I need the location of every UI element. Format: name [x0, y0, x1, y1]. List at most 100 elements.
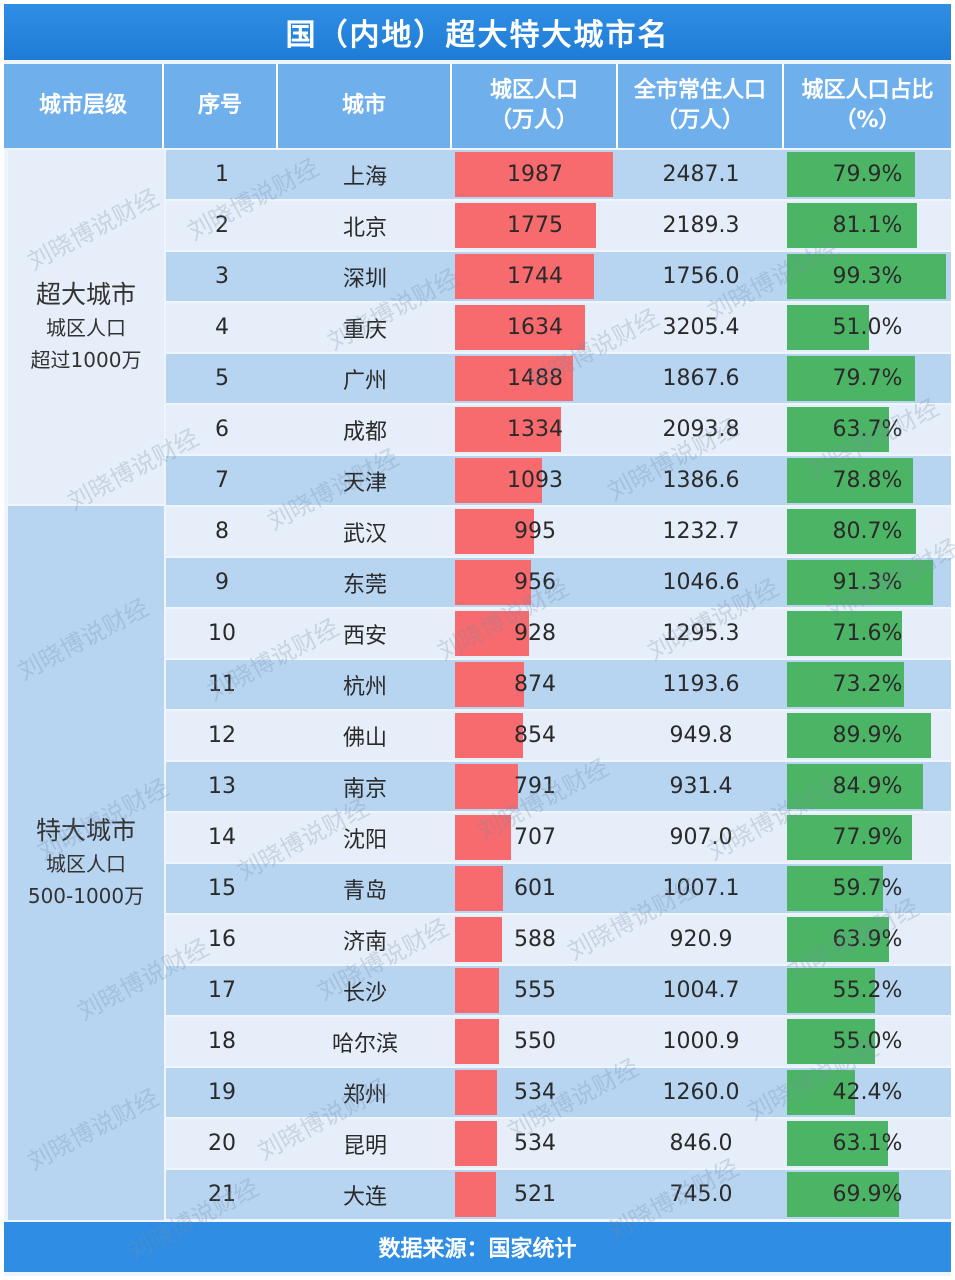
urban-pop-cell-value: 555	[514, 978, 556, 1003]
urban-pop-bar	[455, 1070, 497, 1115]
urban-pop-bar	[455, 713, 523, 758]
urban-pop-cell: 1987	[452, 150, 618, 199]
urban-pop-cell-value: 588	[514, 927, 556, 952]
urban-pop-bar	[455, 764, 518, 809]
urban-pop-bar	[455, 407, 561, 452]
total-pop-cell: 3205.4	[618, 303, 784, 352]
total-pop-cell-value: 1000.9	[662, 1029, 740, 1054]
table-row: 21 大连 521 745.0 69.9%	[166, 1170, 951, 1219]
group-title: 特大城市	[35, 816, 136, 845]
total-pop-cell-value: 949.8	[669, 723, 733, 748]
rank-cell-value: 8	[215, 519, 229, 544]
rank-cell-value: 20	[208, 1131, 236, 1156]
ratio-bar	[787, 1070, 855, 1115]
city-cell: 沈阳	[278, 813, 452, 862]
ratio-cell: 51.0%	[784, 303, 951, 352]
rank-cell-value: 5	[215, 366, 229, 391]
urban-pop-bar	[455, 560, 531, 605]
city-cell: 成都	[278, 405, 452, 454]
urban-pop-cell-value: 956	[514, 570, 556, 595]
total-pop-cell-value: 1046.6	[662, 570, 740, 595]
rank-cell: 20	[166, 1119, 278, 1168]
ratio-bar	[787, 1172, 899, 1217]
ratio-cell: 59.7%	[784, 864, 951, 913]
city-cell: 昆明	[278, 1119, 452, 1168]
urban-pop-bar	[455, 662, 524, 707]
city-cell-value: 重庆	[342, 317, 387, 343]
city-cell: 深圳	[278, 252, 452, 301]
table-row: 3 深圳 1744 1756.0 99.3%	[166, 252, 951, 301]
total-pop-cell: 745.0	[618, 1170, 784, 1219]
table-row: 20 昆明 534 846.0 63.1%	[166, 1119, 951, 1168]
city-cell: 重庆	[278, 303, 452, 352]
rank-cell-value: 16	[208, 927, 236, 952]
city-cell: 北京	[278, 201, 452, 250]
rank-cell-value: 21	[208, 1182, 236, 1207]
ratio-bar	[787, 764, 923, 809]
total-pop-cell-value: 1193.6	[662, 672, 740, 697]
urban-pop-bar	[455, 815, 511, 860]
ratio-cell: 80.7%	[784, 507, 951, 556]
urban-pop-cell-value: 1744	[507, 264, 563, 289]
urban-pop-cell-value: 534	[514, 1131, 556, 1156]
total-pop-cell-value: 931.4	[669, 774, 733, 799]
ratio-cell: 63.9%	[784, 915, 951, 964]
total-pop-cell-value: 1260.0	[662, 1080, 740, 1105]
table-header	[4, 64, 951, 148]
rank-cell-value: 18	[208, 1029, 236, 1054]
rank-cell: 16	[166, 915, 278, 964]
rank-cell-value: 14	[208, 825, 236, 850]
ratio-bar	[787, 560, 933, 605]
rank-cell-value: 4	[215, 315, 229, 340]
ratio-cell: 55.0%	[784, 1017, 951, 1066]
ratio-cell: 91.3%	[784, 558, 951, 607]
urban-pop-cell: 588	[452, 915, 618, 964]
table-row: 17 长沙 555 1004.7 55.2%	[166, 966, 951, 1015]
ratio-bar	[787, 611, 902, 656]
total-pop-cell: 1756.0	[618, 252, 784, 301]
city-cell: 青岛	[278, 864, 452, 913]
ratio-bar	[787, 458, 913, 503]
rank-cell: 6	[166, 405, 278, 454]
city-cell: 大连	[278, 1170, 452, 1219]
ratio-cell: 79.7%	[784, 354, 951, 403]
urban-pop-cell: 534	[452, 1068, 618, 1117]
ratio-cell-value: 79.9%	[832, 162, 903, 187]
ratio-bar	[787, 152, 915, 197]
ratio-cell: 63.7%	[784, 405, 951, 454]
city-cell: 郑州	[278, 1068, 452, 1117]
total-pop-cell-value: 1295.3	[662, 621, 740, 646]
rank-cell: 8	[166, 507, 278, 556]
rank-cell-value: 13	[208, 774, 236, 799]
ratio-bar	[787, 305, 869, 350]
table-row: 19 郑州 534 1260.0 42.4%	[166, 1068, 951, 1117]
urban-pop-cell-value: 1093	[507, 468, 563, 493]
total-pop-cell-value: 1386.6	[662, 468, 740, 493]
ratio-cell-value: 42.4%	[832, 1080, 903, 1105]
group-title: 超大城市	[35, 280, 136, 309]
urban-pop-cell-value: 601	[514, 876, 556, 901]
rank-cell: 15	[166, 864, 278, 913]
urban-pop-cell-value: 550	[514, 1029, 556, 1054]
rank-cell-value: 19	[208, 1080, 236, 1105]
city-cell-value: 武汉	[342, 521, 387, 547]
total-pop-cell-value: 2093.8	[662, 417, 740, 442]
total-pop-cell-value: 2487.1	[662, 162, 740, 187]
urban-pop-bar	[455, 917, 502, 962]
ratio-cell: 77.9%	[784, 813, 951, 862]
city-cell: 上海	[278, 150, 452, 199]
ratio-bar	[787, 509, 916, 554]
total-pop-cell: 931.4	[618, 762, 784, 811]
city-cell: 广州	[278, 354, 452, 403]
header-rank: 序号	[164, 64, 278, 148]
city-cell-value: 深圳	[342, 266, 387, 292]
table-row: 12 佛山 854 949.8 89.9%	[166, 711, 951, 760]
ratio-bar	[787, 662, 904, 707]
ratio-bar	[787, 968, 875, 1013]
urban-pop-bar	[455, 509, 534, 554]
city-cell: 哈尔滨	[278, 1017, 452, 1066]
ratio-cell-value: 55.2%	[832, 978, 903, 1003]
rank-cell-value: 9	[215, 570, 229, 595]
urban-pop-cell: 1775	[452, 201, 618, 250]
urban-pop-cell: 874	[452, 660, 618, 709]
